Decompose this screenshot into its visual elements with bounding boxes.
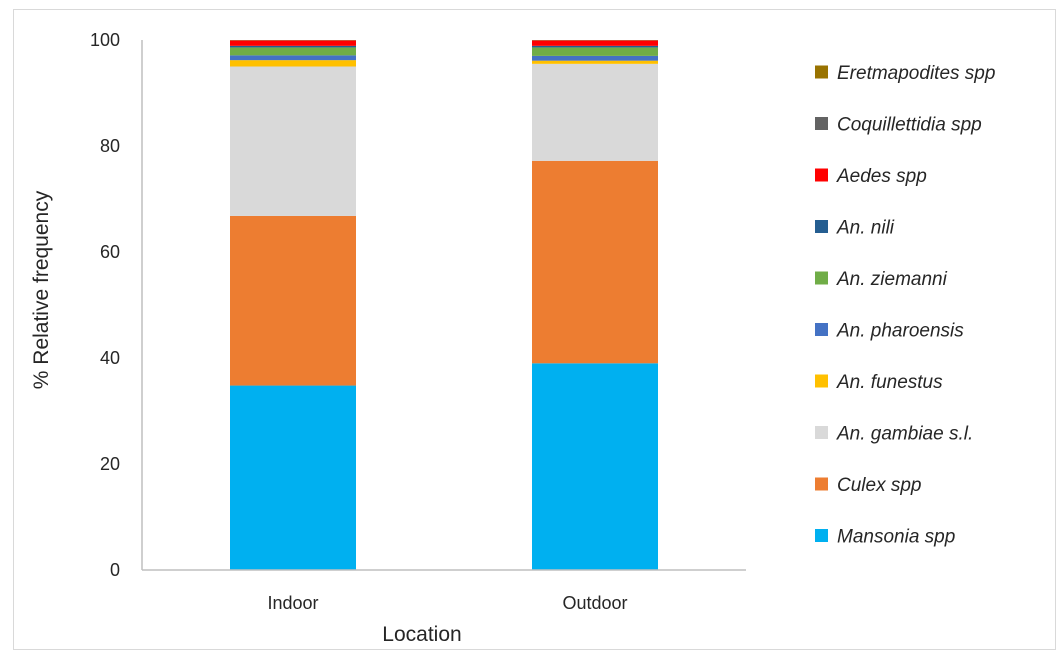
- bar-segment: [532, 45, 658, 48]
- legend-label: Eretmapodites spp: [837, 63, 995, 84]
- legend-label: An. nili: [836, 218, 895, 239]
- legend-swatch: [815, 529, 828, 542]
- legend-label: An. ziemanni: [836, 269, 948, 290]
- bars-layer: [230, 40, 658, 570]
- bar-segment: [230, 55, 356, 61]
- x-ticks: Indoor Outdoor: [267, 593, 627, 613]
- x-axis-title: Location: [382, 623, 461, 646]
- legend-swatch: [815, 426, 828, 439]
- legend: Eretmapodites spp Coquillettidia spp Aedes…: [815, 63, 995, 548]
- legend-swatch: [815, 477, 828, 491]
- legend-swatch: [815, 117, 828, 130]
- bar-segment: [230, 47, 356, 56]
- x-tick-label: Outdoor: [562, 593, 627, 613]
- legend-label: An. funestus: [836, 372, 943, 393]
- bar-segment: [532, 63, 658, 161]
- legend-swatch: [815, 374, 828, 388]
- y-ticks: 0 20 40 60 80 100: [90, 30, 120, 580]
- legend-swatch: [815, 168, 828, 182]
- chart-frame: [13, 9, 1056, 650]
- y-axis-title: % Relative frequency: [30, 190, 53, 389]
- x-tick-label: Indoor: [267, 593, 318, 613]
- y-tick-label: 80: [100, 136, 120, 156]
- bar-segment: [230, 40, 356, 46]
- legend-swatch: [815, 65, 828, 79]
- bar-segment: [532, 363, 658, 570]
- bar-segment: [230, 45, 356, 48]
- legend-swatch: [815, 323, 828, 336]
- y-tick-label: 100: [90, 30, 120, 50]
- legend-swatch: [815, 271, 828, 285]
- bar-segment: [230, 385, 356, 570]
- y-tick-label: 0: [110, 560, 120, 580]
- bar-segment: [532, 55, 658, 61]
- legend-label: Coquillettidia spp: [837, 115, 982, 136]
- bar-segment: [230, 60, 356, 67]
- bar-segment: [532, 160, 658, 364]
- legend-label: An. pharoensis: [836, 321, 964, 342]
- legend-swatch: [815, 220, 828, 233]
- legend-label: Aedes spp: [836, 166, 927, 187]
- legend-label: Mansonia spp: [837, 527, 955, 548]
- bar-segment: [230, 66, 356, 216]
- bar-segment: [532, 40, 658, 46]
- legend-label: An. gambiae s.l.: [836, 424, 973, 445]
- y-tick-label: 20: [100, 454, 120, 474]
- bar-segment: [230, 215, 356, 386]
- legend-label: Culex spp: [837, 475, 922, 496]
- y-tick-label: 60: [100, 242, 120, 262]
- bar-segment: [532, 47, 658, 56]
- y-tick-label: 40: [100, 348, 120, 368]
- bar-segment: [532, 60, 658, 64]
